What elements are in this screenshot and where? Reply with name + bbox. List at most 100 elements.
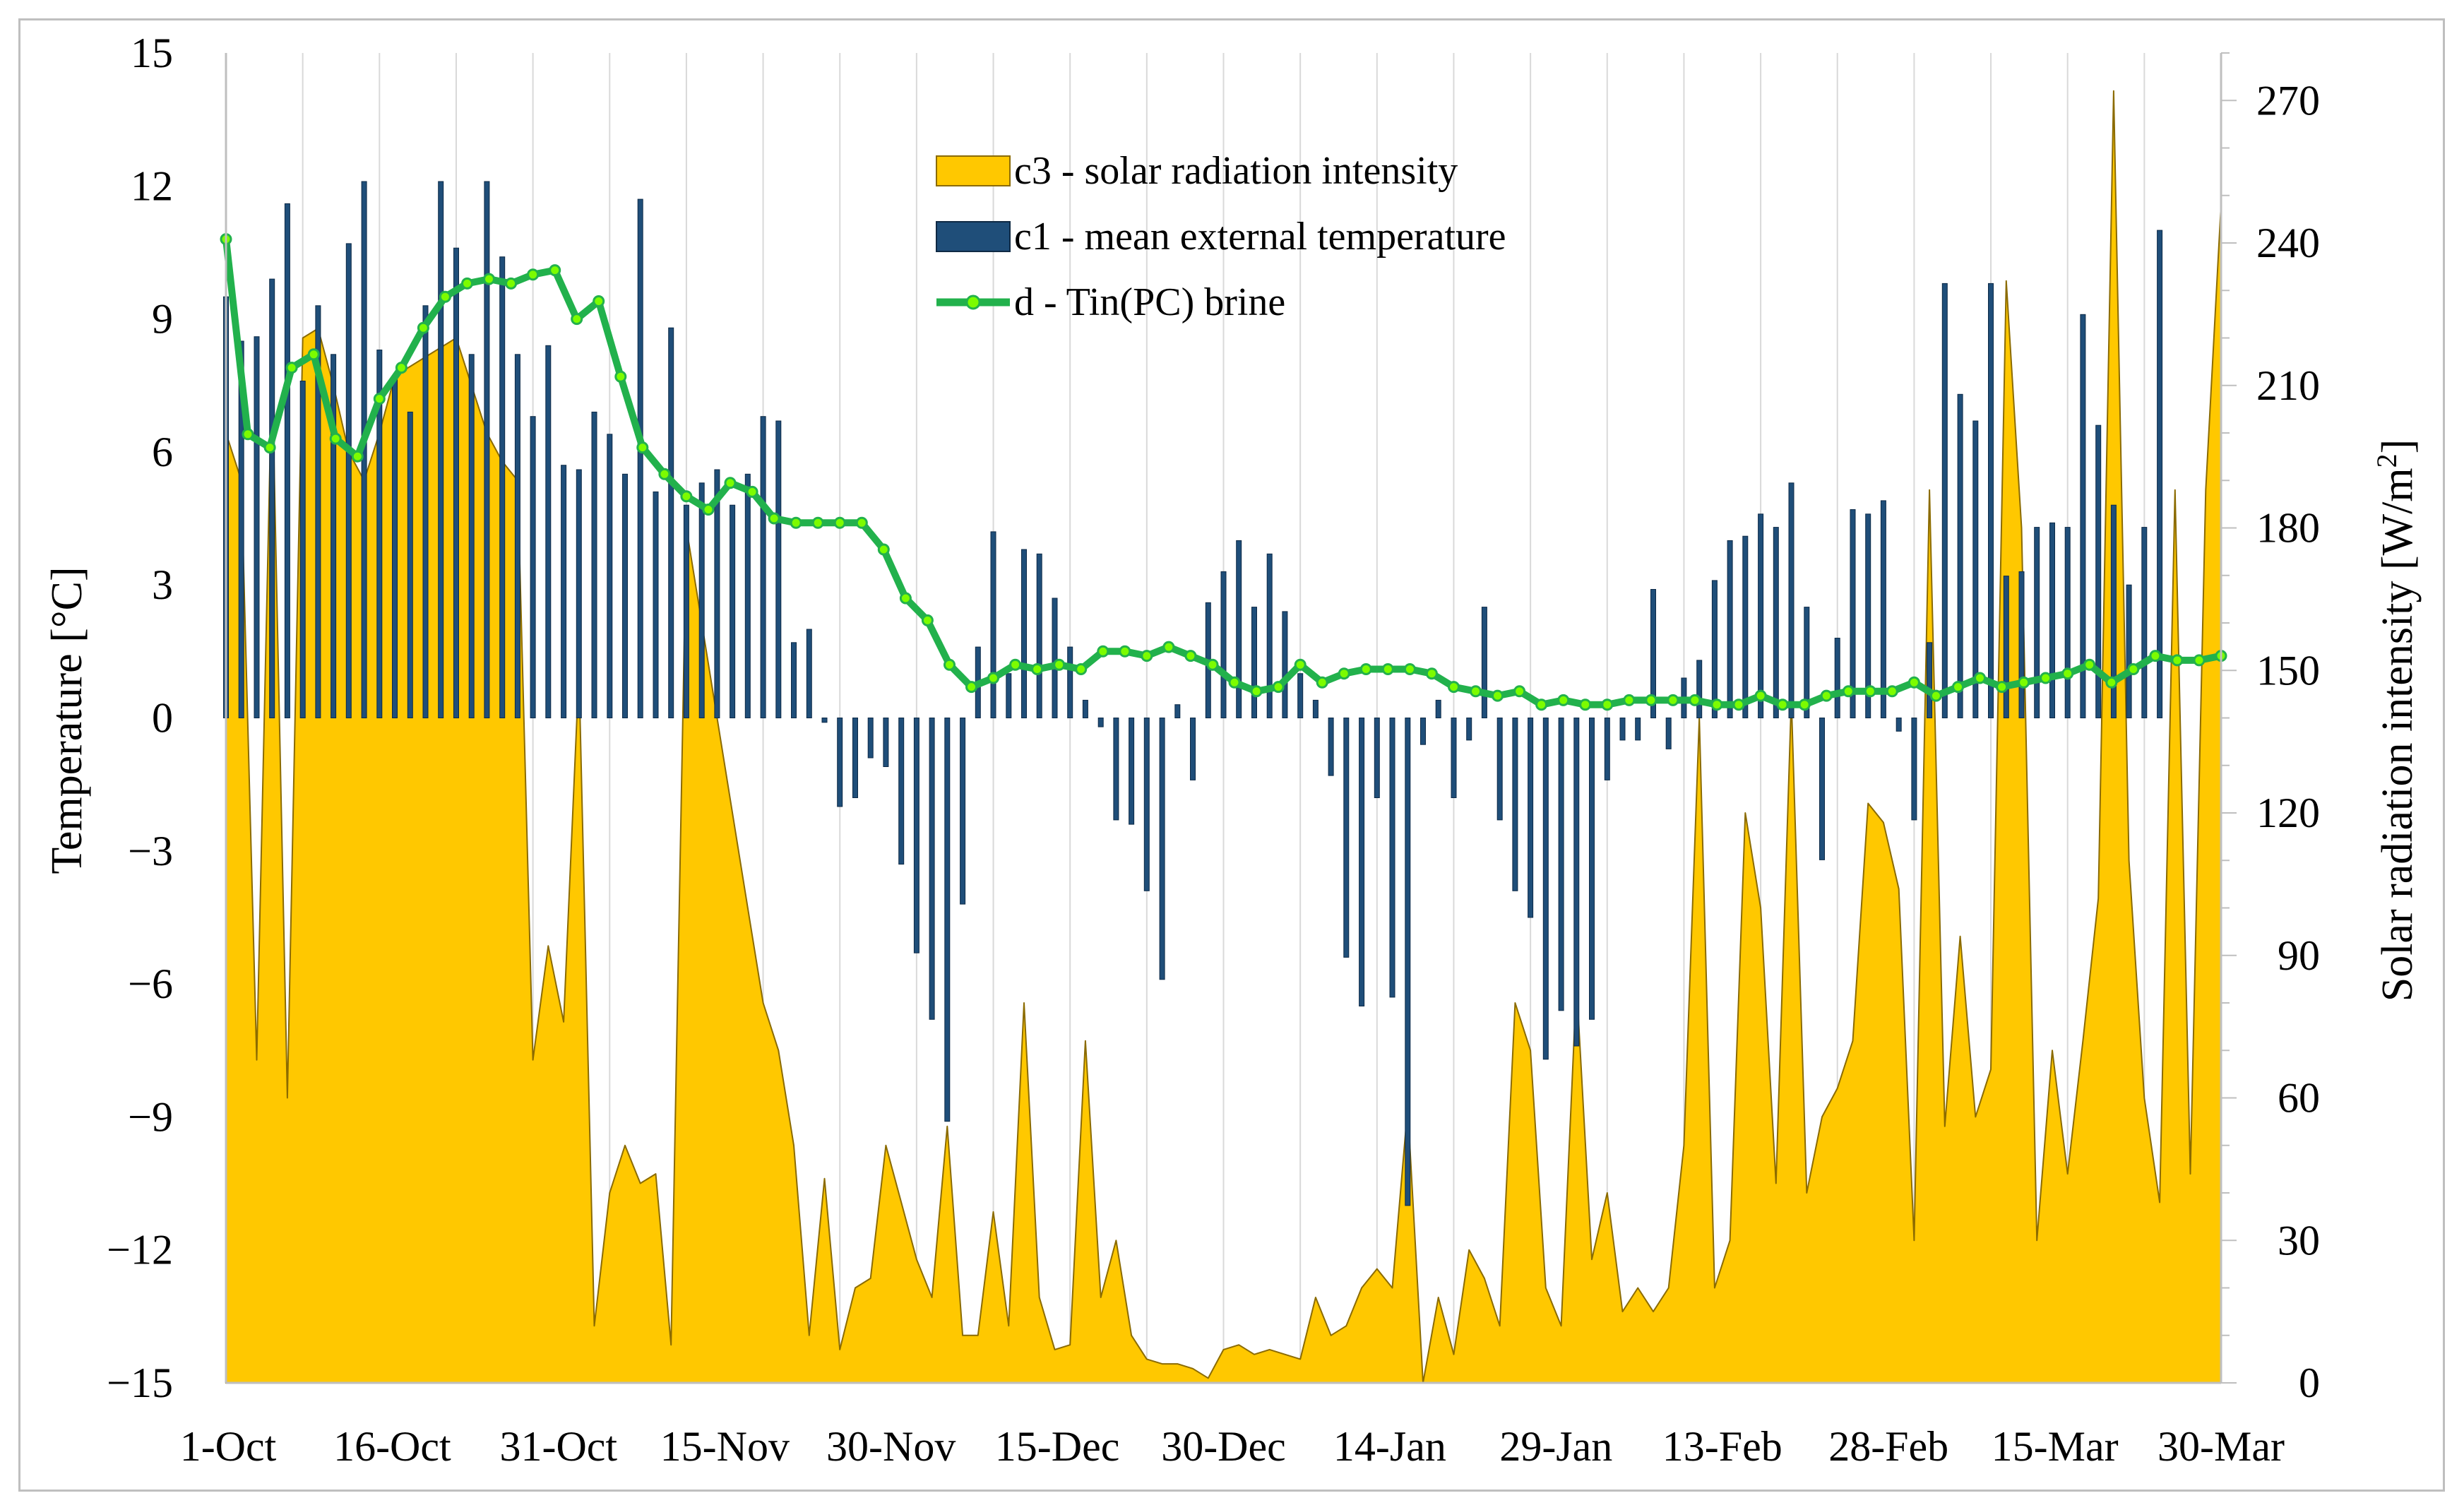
- legend-marker-brine: [965, 295, 981, 310]
- brine-point: [790, 516, 802, 529]
- temp-bar: [376, 350, 383, 718]
- brine-point: [1162, 641, 1175, 653]
- brine-point: [1206, 658, 1219, 671]
- temp-bar: [1021, 549, 1027, 718]
- brine-point: [1141, 650, 1153, 662]
- temp-bar: [837, 718, 843, 807]
- temp-bar: [821, 718, 828, 723]
- temp-bar: [1727, 540, 1733, 719]
- temp-bar: [1619, 718, 1626, 741]
- temp-bar: [791, 642, 797, 718]
- temp-bar: [1113, 718, 1119, 821]
- brine-point: [965, 681, 977, 694]
- y2-tick-label: 120: [2256, 790, 2320, 836]
- brine-point: [1228, 676, 1241, 689]
- temp-bar: [1496, 718, 1503, 821]
- y-tick-label: −6: [128, 961, 173, 1007]
- legend-label-brine: d - Tin(PC) brine: [1014, 280, 1285, 324]
- x-tick-label: 15-Dec: [995, 1423, 1120, 1470]
- brine-point: [1470, 685, 1482, 698]
- temp-bar: [1343, 718, 1350, 958]
- legend: c3 - solar radiation intensity c1 - mean…: [936, 149, 1506, 324]
- temp-bar: [1558, 718, 1564, 1011]
- brine-point: [2127, 663, 2140, 675]
- x-tick-label: 13-Feb: [1662, 1423, 1782, 1470]
- brine-point: [242, 428, 254, 441]
- y2-tick-label: 150: [2256, 647, 2320, 694]
- temp-bar: [1097, 718, 1104, 727]
- temp-bar: [1834, 638, 1840, 718]
- brine-point: [1623, 694, 1636, 706]
- y2-tick-label: 90: [2278, 932, 2320, 979]
- brine-point: [461, 277, 473, 290]
- brine-point: [1886, 685, 1898, 698]
- temp-bar: [345, 243, 352, 718]
- temp-bar: [1604, 718, 1610, 780]
- temp-bar: [898, 718, 905, 865]
- temp-bar: [1573, 718, 1580, 1047]
- temp-bar: [2080, 314, 2086, 718]
- brine-point: [833, 516, 846, 529]
- brine-point: [1535, 698, 1548, 711]
- x-tick-label: 31-Oct: [499, 1423, 617, 1470]
- y-axis-title: Temperature [°C]: [43, 566, 91, 874]
- temp-bar: [1220, 571, 1227, 719]
- brine-point: [1053, 658, 1066, 671]
- brine-point: [877, 543, 890, 556]
- temp-bar: [2110, 504, 2117, 718]
- brine-point: [1754, 689, 1767, 702]
- y2-tick-label: 270: [2256, 77, 2320, 124]
- y-tick-label: 6: [152, 429, 173, 475]
- brine-point: [2149, 650, 2162, 662]
- y-tick-label: −15: [107, 1360, 173, 1406]
- temp-bar: [714, 469, 720, 718]
- temp-bar: [254, 336, 260, 718]
- brine-point: [855, 516, 868, 529]
- temp-bar: [730, 504, 736, 718]
- brine-point: [1952, 681, 1964, 694]
- temp-bar: [238, 340, 244, 718]
- temp-bar: [1297, 673, 1304, 719]
- brine-point: [1798, 698, 1811, 711]
- temperature-bars: [223, 181, 2163, 1206]
- temp-bar: [1635, 718, 1641, 741]
- brine-point: [2040, 672, 2052, 684]
- brine-point: [1820, 689, 1833, 702]
- temp-bar: [1052, 598, 1058, 718]
- brine-point: [1403, 663, 1416, 675]
- temp-bar: [392, 376, 398, 718]
- temp-bar: [1328, 718, 1334, 776]
- temp-bar: [852, 718, 858, 798]
- brine-point: [1929, 689, 1942, 702]
- temp-bar: [2095, 424, 2102, 718]
- temp-bar: [530, 416, 536, 718]
- brine-point: [636, 441, 649, 454]
- temp-bar: [484, 181, 490, 718]
- temp-bar: [1236, 540, 1242, 719]
- x-tick-label: 16-Oct: [333, 1423, 451, 1470]
- temp-bar: [561, 465, 567, 718]
- temp-bar: [1972, 420, 1979, 718]
- temp-bar: [1528, 718, 1534, 918]
- temp-bar: [468, 354, 475, 718]
- temp-bar: [1251, 607, 1257, 718]
- temp-bar: [1190, 718, 1196, 780]
- temp-bar: [2003, 576, 2009, 718]
- solar-area-series: [225, 90, 2222, 1384]
- temp-bar: [1865, 513, 1871, 718]
- brine-point: [921, 614, 934, 626]
- brine-point: [263, 441, 276, 454]
- temp-bar: [1036, 553, 1042, 718]
- brine-point: [2061, 667, 2074, 680]
- temp-bar: [990, 531, 996, 719]
- temp-bar: [2157, 230, 2163, 719]
- y2-axis-title: Solar radiation intensity [W/m2]: [2371, 439, 2422, 1002]
- temp-bar: [1389, 718, 1395, 998]
- temp-bar: [2034, 527, 2040, 718]
- brine-point: [1557, 694, 1570, 706]
- solar-area: [225, 90, 2222, 1384]
- brine-point: [2193, 654, 2206, 667]
- brine-point: [439, 290, 451, 303]
- brine-point: [724, 477, 737, 489]
